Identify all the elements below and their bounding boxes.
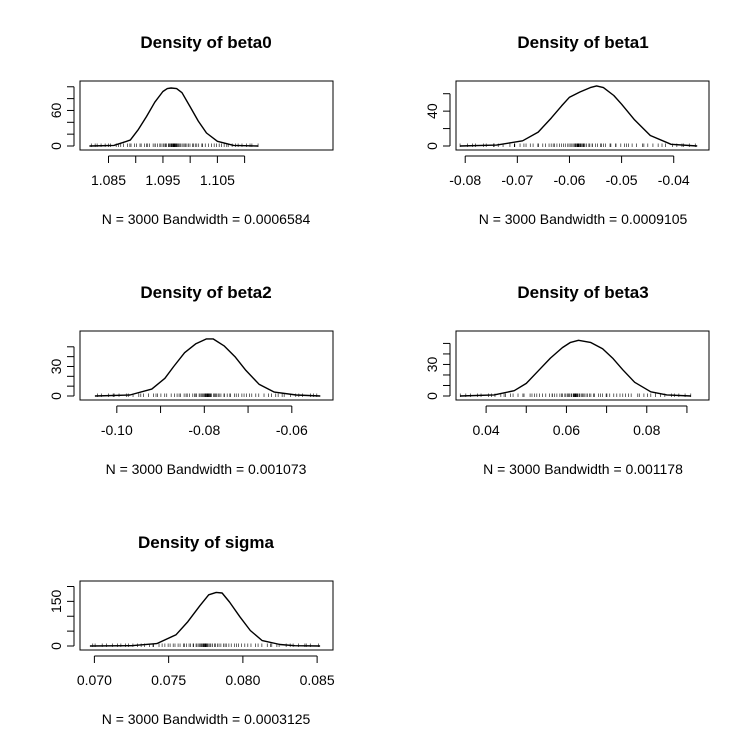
- x-tick-label: -0.10: [101, 422, 133, 438]
- x-tick-label: 0.06: [553, 422, 580, 438]
- y-tick-label: 150: [48, 589, 64, 613]
- y-tick-label: 30: [48, 358, 64, 374]
- panel-beta2: Density of beta2 -0.10 -0.08 -0.06 0 30 N = …: [48, 283, 334, 477]
- x-tick-label: -0.05: [606, 172, 638, 188]
- density-curve: [89, 591, 321, 647]
- panel-title: Density of beta2: [140, 283, 271, 302]
- plot-frame: [455, 80, 710, 151]
- x-tick-label: -0.06: [554, 172, 586, 188]
- panel-title: Density of beta3: [517, 283, 648, 302]
- density-curve: [89, 87, 259, 147]
- y-tick-label: 0: [48, 392, 64, 400]
- x-tick-label: -0.06: [276, 422, 308, 438]
- plot-frame: [79, 330, 334, 401]
- density-curve: [94, 338, 321, 397]
- panel-sigma: Density of sigma 0.070 0.075 0.080 0.085 0 15…: [48, 533, 335, 727]
- y-tick-label: 0: [424, 392, 440, 400]
- x-tick-label: 0.04: [472, 422, 499, 438]
- y-tick-label: 0: [48, 142, 64, 150]
- y-tick-label: 40: [424, 103, 440, 119]
- plot-frame: [79, 80, 334, 151]
- x-tick-label: 1.095: [145, 172, 180, 188]
- x-tick-label: 0.070: [77, 672, 112, 688]
- panel-beta3: Density of beta3 0.04 0.06 0.08 0 30 N = 300…: [424, 283, 710, 477]
- density-curve: [459, 85, 698, 147]
- x-tick-label: -0.07: [501, 172, 533, 188]
- y-tick-label: 0: [48, 642, 64, 650]
- panel-beta1: Density of beta1 -0.08 -0.07 -0.06 -0.05 -0.…: [424, 33, 710, 227]
- plot-frame: [79, 580, 334, 651]
- x-tick-label: -0.08: [449, 172, 481, 188]
- plot-frame: [455, 330, 710, 401]
- panel-title: Density of beta0: [140, 33, 271, 52]
- x-tick-label: 0.085: [300, 672, 335, 688]
- x-tick-label: 0.080: [225, 672, 260, 688]
- x-axis-label: N = 3000 Bandwidth = 0.0009105: [479, 211, 688, 227]
- y-tick-label: 30: [424, 356, 440, 372]
- panel-title: Density of sigma: [138, 533, 275, 552]
- x-tick-label: -0.08: [188, 422, 220, 438]
- x-tick-label: 0.075: [151, 672, 186, 688]
- panel-title: Density of beta1: [517, 33, 648, 52]
- x-axis-label: N = 3000 Bandwidth = 0.0006584: [102, 211, 311, 227]
- x-tick-label: 0.08: [633, 422, 660, 438]
- y-tick-label: 60: [48, 102, 64, 118]
- x-tick-label: 1.085: [91, 172, 126, 188]
- x-axis-label: N = 3000 Bandwidth = 0.0003125: [102, 711, 311, 727]
- x-tick-label: 1.105: [200, 172, 235, 188]
- panel-beta0: Density of beta0 1.085 1.095 1.105 0 60 N = …: [48, 33, 334, 227]
- density-curve: [459, 339, 691, 397]
- x-axis-label: N = 3000 Bandwidth = 0.001178: [483, 461, 683, 477]
- x-axis-label: N = 3000 Bandwidth = 0.001073: [106, 461, 307, 477]
- y-tick-label: 0: [424, 142, 440, 150]
- x-tick-label: -0.04: [658, 172, 690, 188]
